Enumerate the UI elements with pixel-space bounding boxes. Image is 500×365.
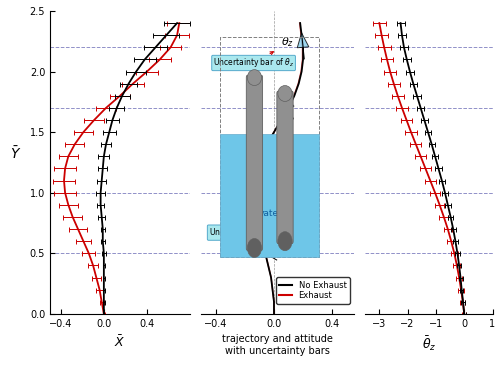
Text: Uncertainty bar of $\theta_z$: Uncertainty bar of $\theta_z$: [213, 52, 294, 69]
Text: Uncertainty bar of $x$: Uncertainty bar of $x$: [208, 203, 287, 239]
Text: $\theta_z$: $\theta_z$: [282, 35, 294, 49]
X-axis label: trajectory and attitude
with uncertainty bars: trajectory and attitude with uncertainty…: [222, 334, 333, 356]
Y-axis label: $\bar{Y}$: $\bar{Y}$: [10, 146, 22, 162]
Legend: No Exhaust, Exhaust: No Exhaust, Exhaust: [276, 277, 350, 304]
Polygon shape: [251, 245, 268, 257]
Polygon shape: [241, 181, 256, 196]
Polygon shape: [298, 33, 309, 48]
Bar: [245, 181, 303, 215]
Polygon shape: [282, 94, 294, 110]
X-axis label: $\bar{X}$: $\bar{X}$: [114, 334, 126, 350]
X-axis label: $\bar{\theta}_z$: $\bar{\theta}_z$: [422, 334, 436, 353]
